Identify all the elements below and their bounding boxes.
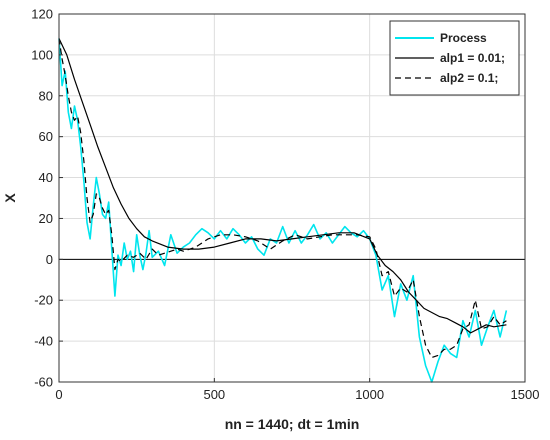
y-tick-label: 40 xyxy=(39,170,53,185)
legend-label-alp1: alp1 = 0.01; xyxy=(440,51,505,65)
legend-label-process: Process xyxy=(440,31,487,45)
y-axis-title: X xyxy=(2,193,18,203)
x-axis-title: nn = 1440; dt = 1min xyxy=(225,416,360,432)
y-tick-label: 120 xyxy=(31,7,53,22)
y-tick-label: -40 xyxy=(34,334,53,349)
series-alp2-line xyxy=(58,38,507,359)
y-tick-label: 100 xyxy=(31,47,53,62)
y-tick-label: -20 xyxy=(34,293,53,308)
legend: Process alp1 = 0.01; alp2 = 0.1; xyxy=(389,20,520,96)
y-tick-label: 20 xyxy=(39,211,53,226)
series-alp1-line xyxy=(58,38,507,334)
x-tick-label: 1000 xyxy=(355,387,384,402)
axis-ticks: 0 500 1000 1500 -60 -40 -20 0 20 40 60 80 100 120 xyxy=(31,7,539,403)
x-tick-label: 0 xyxy=(55,387,62,402)
series-process-line xyxy=(58,38,508,383)
series-layer xyxy=(58,38,508,383)
x-tick-label: 1500 xyxy=(511,387,540,402)
y-tick-label: 80 xyxy=(39,88,53,103)
y-tick-label: 0 xyxy=(46,252,53,267)
legend-label-alp2: alp2 = 0.1; xyxy=(440,71,498,85)
y-tick-label: 60 xyxy=(39,129,53,144)
plot-frame xyxy=(58,13,526,383)
y-tick-label: -60 xyxy=(34,375,53,390)
x-tick-label: 500 xyxy=(203,387,225,402)
